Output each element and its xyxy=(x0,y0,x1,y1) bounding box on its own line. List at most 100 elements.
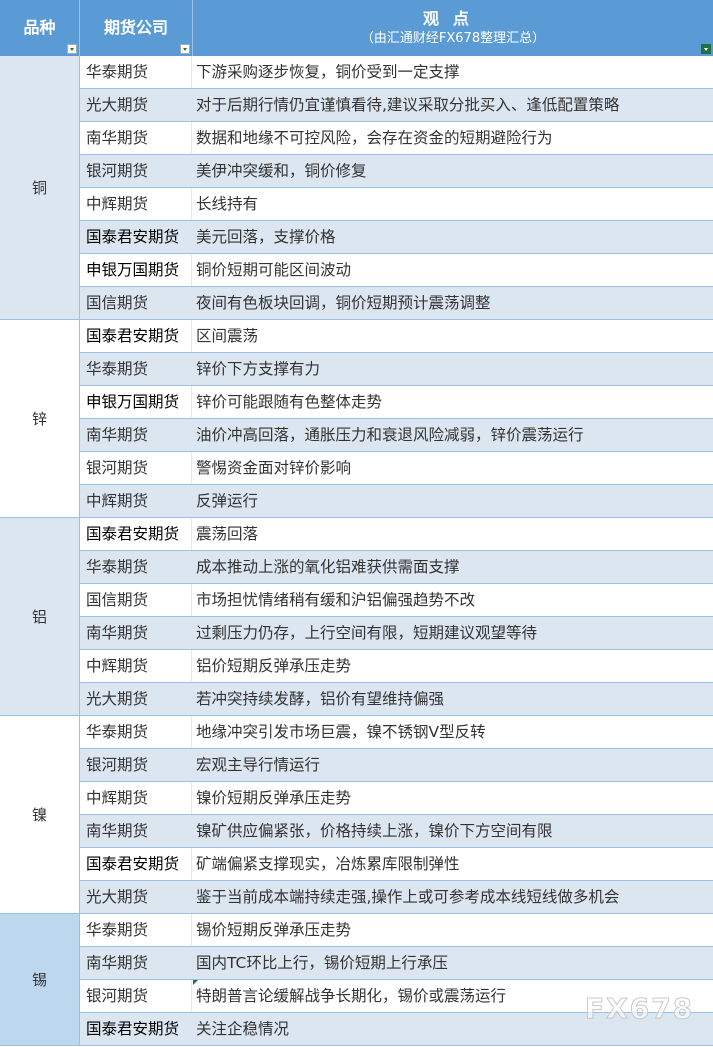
view-cell: 锌价下方支撑有力 xyxy=(196,360,321,378)
table-row: 南华期货 过剩压力仍存，上行空间有限，短期建议观望等待 xyxy=(80,617,713,650)
view-cell: 国内TC环比上行，锡价短期上行承压 xyxy=(196,954,448,972)
table-row: 光大期货 对于后期行情仍宜谨慎看待,建议采取分批买入、逢低配置策略 xyxy=(80,89,713,122)
view-cell: 数据和地缘不可控风险，会存在资金的短期避险行为 xyxy=(196,129,553,147)
view-cell: 油价冲高回落，通胀压力和衰退风险减弱，锌价震荡运行 xyxy=(196,426,584,444)
view-cell: 夜间有色板块回调，铜价短期预计震荡调整 xyxy=(196,294,491,312)
company-cell: 银河期货 xyxy=(80,452,192,484)
table-row: 华泰期货 锡价短期反弹承压走势 xyxy=(80,914,713,947)
company-cell: 银河期货 xyxy=(80,749,192,781)
company-cell: 国信期货 xyxy=(80,584,192,616)
cell-comment-marker-icon xyxy=(193,980,198,985)
view-cell: 鉴于当前成本端持续走强,操作上或可参考成本线短线做多机会 xyxy=(196,888,620,906)
table-row: 国泰君安期货 震荡回落 xyxy=(80,518,713,551)
company-cell: 南华期货 xyxy=(80,419,192,451)
view-cell: 警惕资金面对锌价影响 xyxy=(196,459,352,477)
company-cell: 银河期货 xyxy=(80,980,192,1012)
table-row: 光大期货 鉴于当前成本端持续走强,操作上或可参考成本线短线做多机会 xyxy=(80,881,713,914)
company-cell: 华泰期货 xyxy=(80,353,192,385)
view-cell: 若冲突持续发酵，铝价有望维持偏强 xyxy=(196,690,445,708)
company-cell: 国泰君安期货 xyxy=(80,221,192,253)
variety-cell: 铜 xyxy=(0,56,80,320)
company-cell: 南华期货 xyxy=(80,947,192,979)
table-row: 南华期货 油价冲高回落，通胀压力和衰退风险减弱，锌价震荡运行 xyxy=(80,419,713,452)
table-row: 南华期货 数据和地缘不可控风险，会存在资金的短期避险行为 xyxy=(80,122,713,155)
company-cell: 国信期货 xyxy=(80,287,192,319)
view-cell: 宏观主导行情运行 xyxy=(196,756,321,774)
variety-cell: 铝 xyxy=(0,518,80,716)
view-cell: 震荡回落 xyxy=(196,525,259,543)
table-header: 品种 期货公司 观点 （由汇通财经FX678整理汇总） xyxy=(0,0,713,56)
company-cell: 南华期货 xyxy=(80,617,192,649)
view-cell: 市场担忧情绪稍有缓和沪铝偏强趋势不改 xyxy=(196,591,476,609)
table-row: 国泰君安期货 美元回落，支撑价格 xyxy=(80,221,713,254)
company-cell: 中辉期货 xyxy=(80,782,192,814)
view-cell: 铝价短期反弹承压走势 xyxy=(196,657,352,675)
company-cell: 华泰期货 xyxy=(80,56,192,88)
header-variety: 品种 xyxy=(0,0,80,56)
company-cell: 光大期货 xyxy=(80,881,192,913)
table-row: 银河期货 特朗普言论缓解战争长期化，锡价或震荡运行 xyxy=(80,980,713,1013)
view-cell: 美元回落，支撑价格 xyxy=(196,228,336,246)
table-row: 中辉期货 镍价短期反弹承压走势 xyxy=(80,782,713,815)
company-cell: 中辉期货 xyxy=(80,485,192,517)
table-row: 国泰君安期货 关注企稳情况 xyxy=(80,1013,713,1046)
table-row: 申银万国期货 铜价短期可能区间波动 xyxy=(80,254,713,287)
company-cell: 中辉期货 xyxy=(80,188,192,220)
variety-cell: 锡 xyxy=(0,914,80,1046)
company-cell: 华泰期货 xyxy=(80,551,192,583)
view-cell: 美伊冲突缓和，铜价修复 xyxy=(196,162,367,180)
table-row: 银河期货 警惕资金面对锌价影响 xyxy=(80,452,713,485)
company-cell: 光大期货 xyxy=(80,89,192,121)
view-cell: 特朗普言论缓解战争长期化，锡价或震荡运行 xyxy=(196,987,507,1005)
variety-cell: 镍 xyxy=(0,716,80,914)
watermark: FX678 xyxy=(584,992,695,1026)
company-cell: 银河期货 xyxy=(80,155,192,187)
company-cell: 国泰君安期货 xyxy=(80,518,192,550)
company-cell: 国泰君安期货 xyxy=(80,848,192,880)
view-cell: 对于后期行情仍宜谨慎看待,建议采取分批买入、逢低配置策略 xyxy=(196,96,620,114)
table-row: 南华期货 国内TC环比上行，锡价短期上行承压 xyxy=(80,947,713,980)
company-cell: 华泰期货 xyxy=(80,914,192,946)
header-company: 期货公司 xyxy=(80,0,193,56)
company-cell: 申银万国期货 xyxy=(80,254,192,286)
company-cell: 国泰君安期货 xyxy=(80,1013,192,1045)
variety-cell: 锌 xyxy=(0,320,80,518)
company-cell: 国泰君安期货 xyxy=(80,320,192,352)
filter-active-icon[interactable] xyxy=(701,44,711,54)
table-row: 银河期货 美伊冲突缓和，铜价修复 xyxy=(80,155,713,188)
table-row: 国信期货 夜间有色板块回调，铜价短期预计震荡调整 xyxy=(80,287,713,320)
table-row: 华泰期货 锌价下方支撑有力 xyxy=(80,353,713,386)
table-row: 南华期货 镍矿供应偏紧张，价格持续上涨，镍价下方空间有限 xyxy=(80,815,713,848)
header-view: 观点 （由汇通财经FX678整理汇总） xyxy=(193,0,713,56)
view-cell: 过剩压力仍存，上行空间有限，短期建议观望等待 xyxy=(196,624,538,642)
view-cell: 铜价短期可能区间波动 xyxy=(196,261,352,279)
table-row: 中辉期货 长线持有 xyxy=(80,188,713,221)
company-cell: 华泰期货 xyxy=(80,716,192,748)
company-cell: 南华期货 xyxy=(80,122,192,154)
view-cell: 镍矿供应偏紧张，价格持续上涨，镍价下方空间有限 xyxy=(196,822,553,840)
company-cell: 南华期货 xyxy=(80,815,192,847)
table-row: 中辉期货 反弹运行 xyxy=(80,485,713,518)
table-row: 国泰君安期货 矿端偏紧支撑现实，冶炼累库限制弹性 xyxy=(80,848,713,881)
view-cell: 反弹运行 xyxy=(196,492,259,510)
view-cell: 成本推动上涨的氧化铝难获供需面支撑 xyxy=(196,558,460,576)
company-cell: 中辉期货 xyxy=(80,650,192,682)
view-cell: 长线持有 xyxy=(196,195,259,213)
view-cell: 矿端偏紧支撑现实，冶炼累库限制弹性 xyxy=(196,855,460,873)
table-row: 国泰君安期货 区间震荡 xyxy=(80,320,713,353)
table-row: 华泰期货 下游采购逐步恢复，铜价受到一定支撑 xyxy=(80,56,713,89)
table-row: 华泰期货 成本推动上涨的氧化铝难获供需面支撑 xyxy=(80,551,713,584)
view-cell: 锡价短期反弹承压走势 xyxy=(196,921,352,939)
view-cell: 下游采购逐步恢复，铜价受到一定支撑 xyxy=(196,63,460,81)
view-cell: 地缘冲突引发市场巨震，镍不锈钢V型反转 xyxy=(196,723,486,741)
table-row: 华泰期货 地缘冲突引发市场巨震，镍不锈钢V型反转 xyxy=(80,716,713,749)
filter-dropdown-icon[interactable] xyxy=(67,44,77,54)
company-cell: 光大期货 xyxy=(80,683,192,715)
table-row: 银河期货 宏观主导行情运行 xyxy=(80,749,713,782)
table-row: 光大期货 若冲突持续发酵，铝价有望维持偏强 xyxy=(80,683,713,716)
filter-dropdown-icon[interactable] xyxy=(180,44,190,54)
view-cell: 区间震荡 xyxy=(196,327,259,345)
view-cell: 关注企稳情况 xyxy=(196,1020,290,1038)
view-cell: 镍价短期反弹承压走势 xyxy=(196,789,352,807)
company-cell: 申银万国期货 xyxy=(80,386,192,418)
